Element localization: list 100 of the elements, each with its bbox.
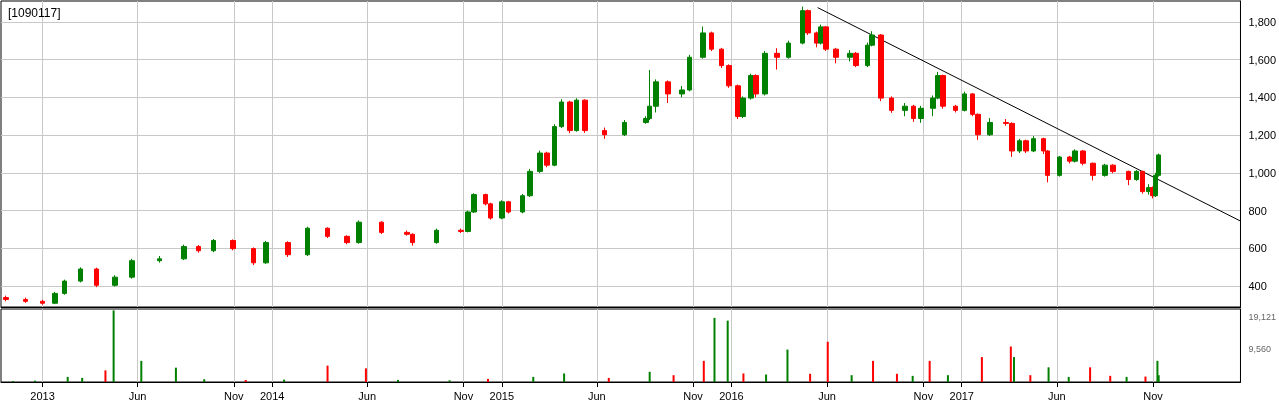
bar	[742, 373, 745, 382]
candlestick	[379, 220, 384, 235]
candlestick	[1057, 155, 1062, 178]
y-tick-label: 600	[1248, 242, 1267, 255]
candlestick	[1110, 163, 1116, 174]
candlestick	[305, 226, 310, 257]
bar	[607, 377, 610, 382]
candlestick	[344, 234, 350, 245]
candlestick	[40, 299, 45, 306]
bar	[672, 375, 675, 382]
bar	[203, 379, 206, 382]
candlestick	[902, 102, 908, 117]
candlestick	[112, 274, 118, 288]
x-tick-label: 2013	[30, 389, 55, 401]
candlestick	[735, 83, 741, 120]
candlestick	[3, 295, 9, 302]
bar	[1125, 376, 1128, 382]
bar	[326, 365, 329, 382]
y-tick-label: 1,800	[1248, 15, 1276, 28]
candlestick	[537, 150, 543, 174]
bar	[1156, 360, 1159, 382]
bar	[66, 376, 69, 382]
bar	[486, 378, 489, 382]
candlestick	[889, 95, 894, 114]
bar	[895, 373, 898, 382]
x-tick-label: Nov	[913, 389, 934, 401]
candlestick	[709, 31, 714, 52]
bar	[1109, 375, 1112, 382]
candlestick	[544, 151, 550, 168]
candlestick	[1017, 138, 1022, 154]
candlestick	[157, 255, 162, 264]
candlestick	[823, 25, 829, 52]
bar	[397, 379, 400, 382]
candlestick	[622, 119, 627, 137]
candlestick	[325, 226, 330, 239]
x-tick-label: Jun	[1047, 389, 1066, 401]
x-tick-label: Jun	[358, 389, 377, 401]
candlestick	[987, 117, 993, 137]
x-tick-label: Jun	[128, 389, 147, 401]
candlestick	[181, 244, 187, 261]
bar	[1089, 367, 1092, 382]
candlestick	[196, 244, 201, 254]
bar	[1012, 357, 1015, 382]
candlestick	[1126, 170, 1131, 186]
y-tick-label: 19,121	[1248, 311, 1276, 322]
bar	[809, 373, 812, 382]
bar	[104, 370, 107, 382]
candlestick	[506, 200, 511, 214]
candlestick	[774, 47, 780, 71]
bar	[826, 341, 829, 382]
y-tick-label: 1,600	[1248, 53, 1276, 66]
y-tick-label: 1,000	[1248, 166, 1276, 179]
y-tick-label: 400	[1248, 280, 1267, 293]
y-tick-label: 1,200	[1248, 129, 1276, 142]
candlestick	[805, 9, 811, 36]
candlestick	[62, 279, 67, 296]
bar	[1067, 376, 1070, 382]
bar	[648, 371, 651, 382]
x-tick-label: Nov	[453, 389, 474, 401]
candlestick	[78, 266, 83, 283]
candlestick	[552, 123, 557, 167]
bar	[563, 373, 566, 382]
candlestick	[1090, 162, 1096, 181]
x-tick-label: Nov	[1143, 389, 1164, 401]
candlestick	[726, 63, 732, 89]
bar	[786, 349, 789, 382]
bar	[928, 360, 931, 382]
candlestick	[1134, 169, 1139, 182]
candlestick	[356, 219, 362, 245]
x-tick-label: Nov	[683, 389, 704, 401]
candlestick	[786, 40, 791, 60]
bar	[765, 374, 768, 382]
candlestick	[853, 51, 859, 68]
bar	[872, 360, 875, 382]
candlestick	[263, 240, 269, 265]
candlestick	[1067, 155, 1072, 164]
bar	[713, 317, 716, 382]
bar	[1047, 367, 1050, 382]
candlestick	[800, 6, 805, 45]
candlestick	[1146, 183, 1151, 196]
candlestick	[520, 193, 525, 214]
candlestick	[129, 258, 135, 280]
bar	[1009, 346, 1012, 382]
bar	[532, 376, 535, 382]
candlestick	[1140, 170, 1145, 195]
candlestick	[527, 168, 533, 198]
candlestick	[918, 105, 924, 124]
bar	[946, 375, 949, 382]
candlestick	[740, 95, 746, 119]
bar	[702, 360, 705, 382]
candlestick	[602, 127, 607, 140]
y-tick-label: 1,400	[1248, 91, 1276, 104]
x-tick-label: Jun	[587, 389, 606, 401]
candlestick	[953, 104, 958, 113]
bar	[1144, 376, 1147, 382]
candlestick	[1102, 163, 1108, 178]
x-tick-label: Jun	[818, 389, 836, 401]
candlestick	[499, 199, 505, 220]
x-tick-label: 2014	[259, 389, 285, 401]
candlestick	[719, 47, 724, 69]
